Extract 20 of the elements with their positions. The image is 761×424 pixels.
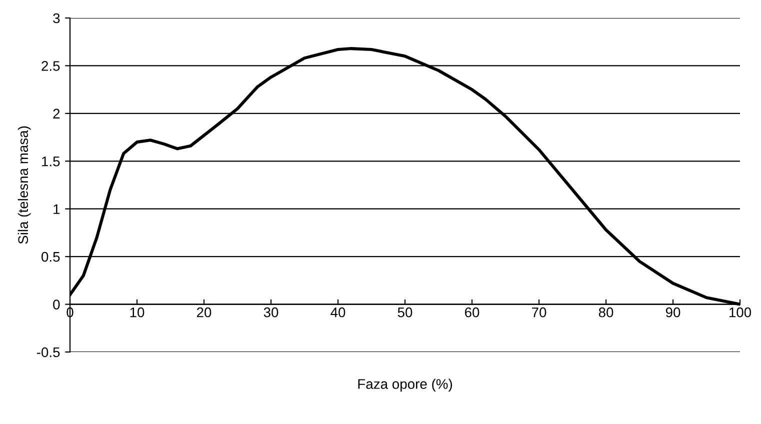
x-tick-label: 90 <box>666 307 680 318</box>
y-tick-label: -0.5 <box>36 347 60 358</box>
x-axis-title: Faza opore (%) <box>358 378 452 392</box>
x-tick-label: 50 <box>398 307 412 318</box>
x-tick-label: 10 <box>130 307 144 318</box>
y-tick-label: 2 <box>53 108 60 118</box>
y-tick-label: 1.5 <box>42 156 60 166</box>
y-tick-label: 2.5 <box>42 61 60 71</box>
x-tick-label: 80 <box>598 307 614 318</box>
x-tick-label: 30 <box>264 307 278 318</box>
x-tick-label: 100 <box>729 307 752 318</box>
x-tick-label: 40 <box>330 307 346 318</box>
x-tick-label: 20 <box>196 307 212 318</box>
x-tick-label: 70 <box>532 307 546 318</box>
y-tick-label: 0.5 <box>42 252 60 262</box>
y-axis-title: Sila (telesna masa) <box>18 126 31 244</box>
y-tick-label: 1 <box>54 204 60 214</box>
y-tick-label: 3 <box>53 13 60 24</box>
x-tick-label: 60 <box>464 307 480 318</box>
y-tick-label: 0 <box>53 300 60 310</box>
